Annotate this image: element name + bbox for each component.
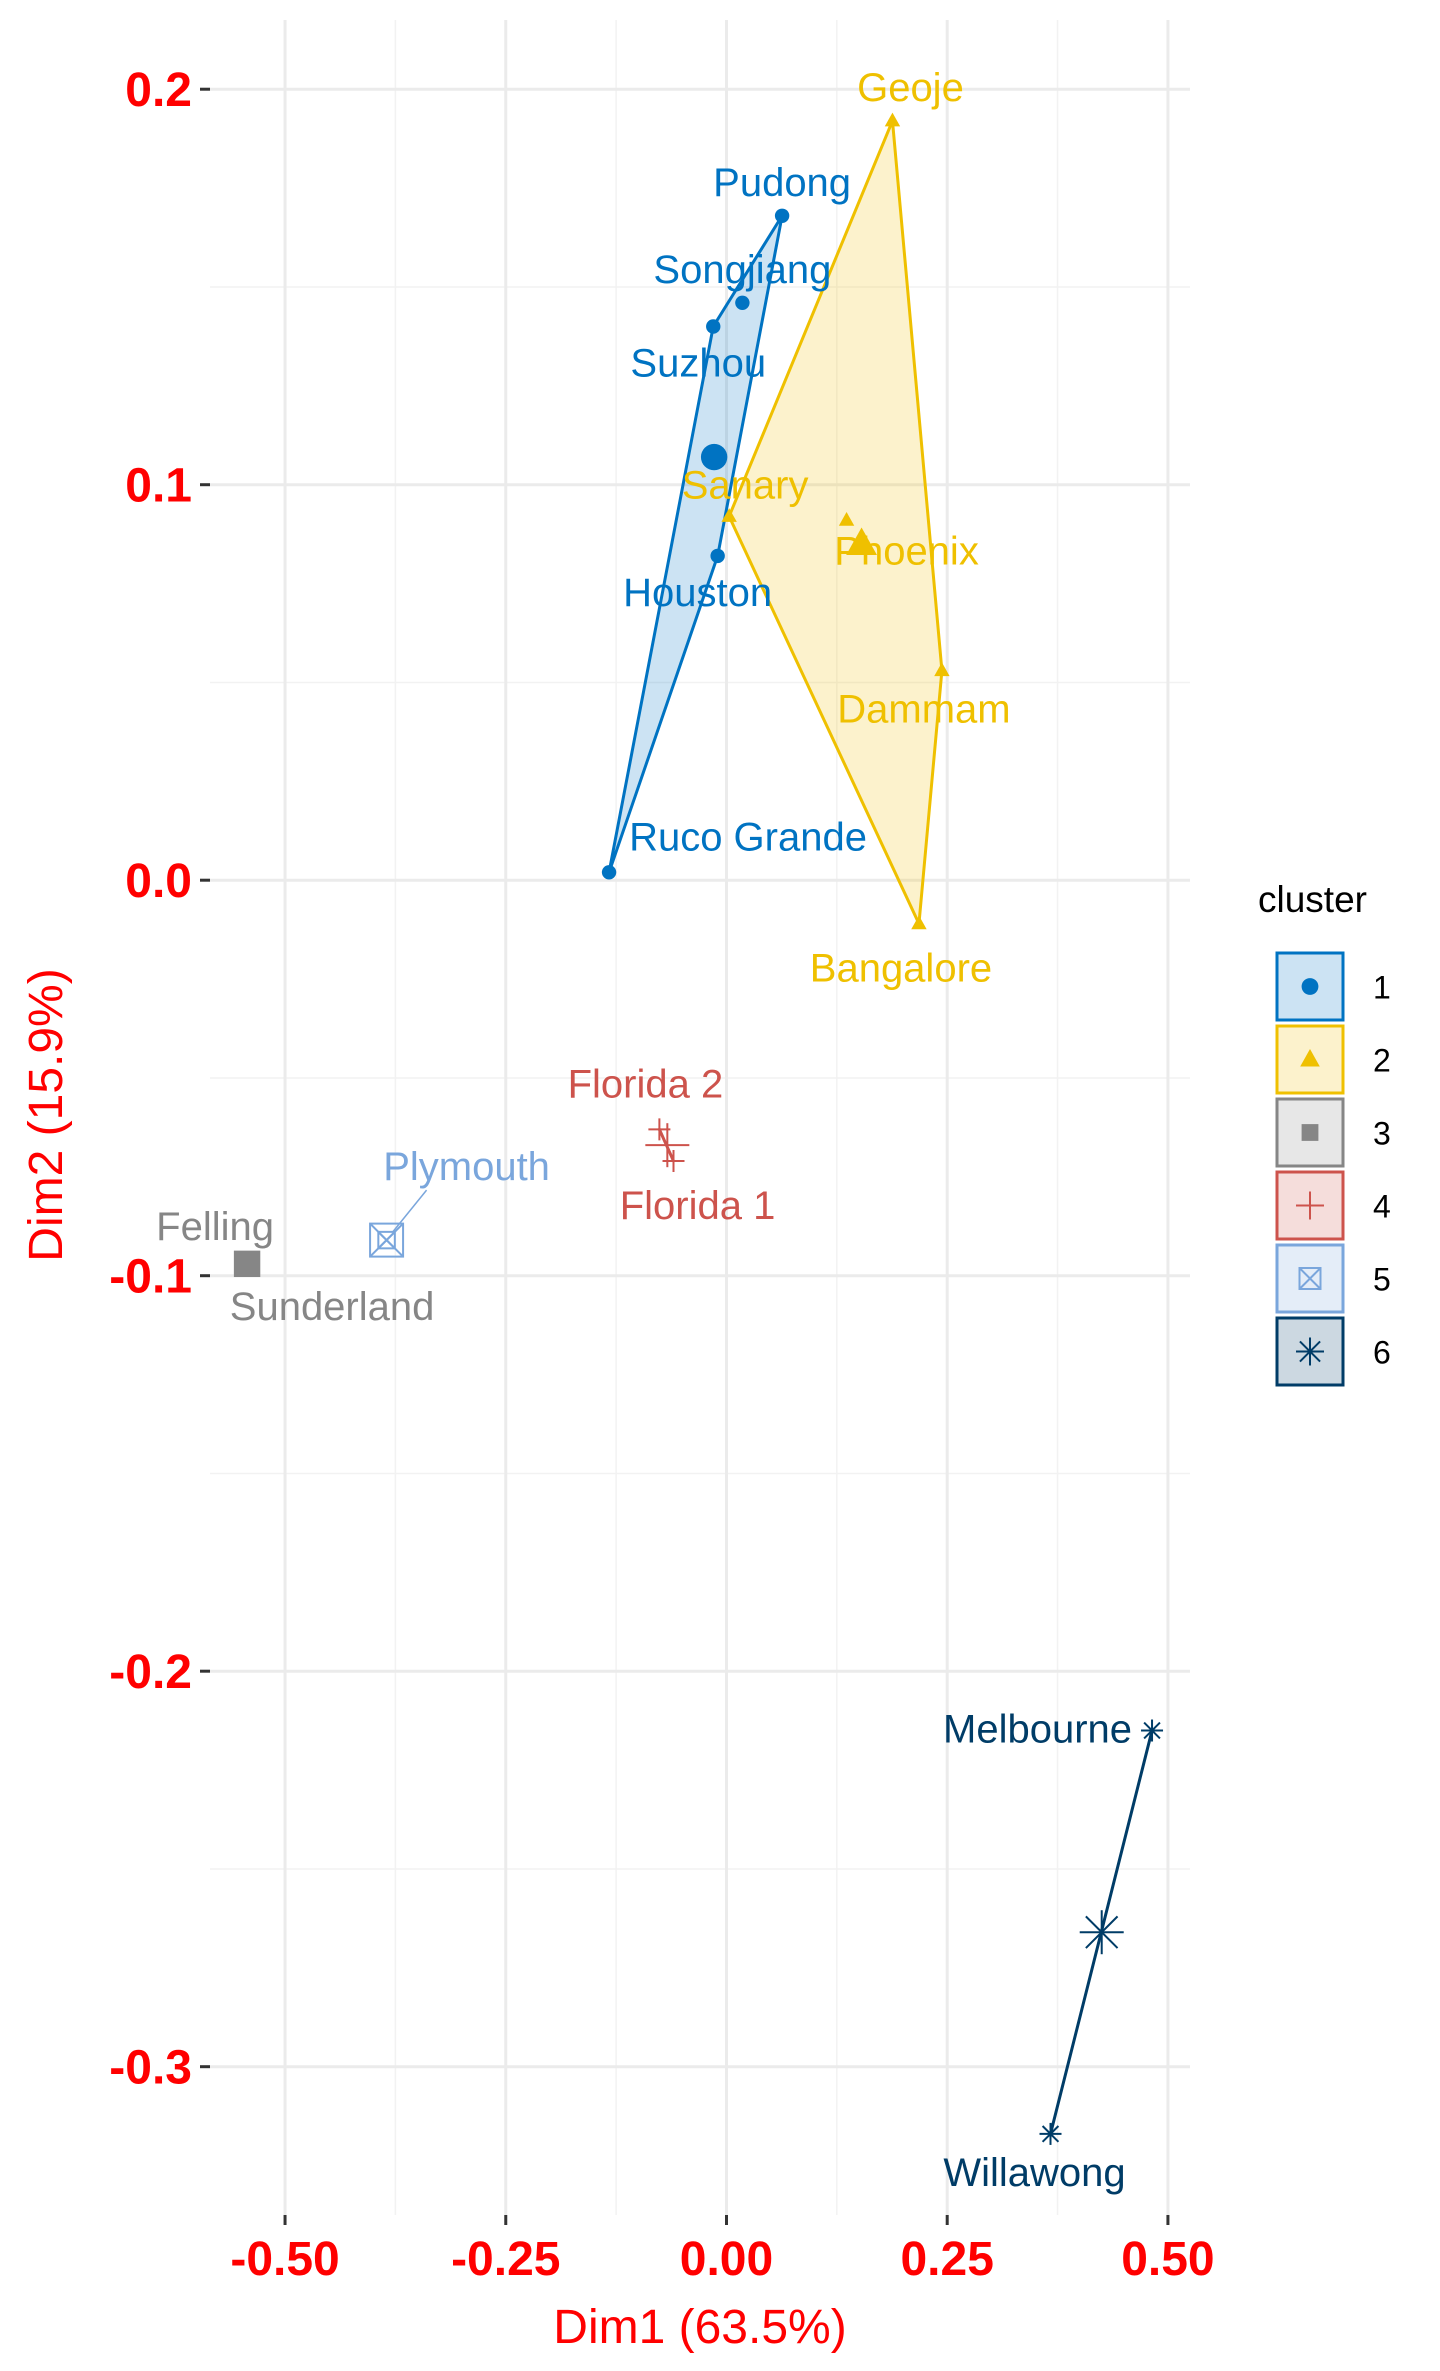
legend-label: 6 <box>1373 1335 1391 1371</box>
point-label: Bangalore <box>810 947 992 991</box>
cluster-2-point <box>934 662 950 677</box>
point-labels: Pudong Songjiang Suzhou Houston Ruco Grande G… <box>156 66 1132 2195</box>
cluster-2-point <box>838 512 855 526</box>
legend: cluster 1 2 3 4 5 6 <box>1258 879 1391 1387</box>
x-tick-label: -0.50 <box>230 2233 339 2286</box>
major-gridlines <box>210 20 1190 2215</box>
legend-label: 2 <box>1373 1043 1391 1079</box>
y-tick-label: -0.1 <box>109 1251 192 1304</box>
axes: -0.50 -0.25 0.00 0.25 0.50 -0.3 -0.2 -0.1 0.0 0.1… <box>109 64 1214 2286</box>
point-label: Dammam <box>837 688 1010 732</box>
cluster-1-centroid <box>700 443 728 471</box>
cluster-6-point <box>1141 1719 1164 1742</box>
cluster-6-point <box>1039 2122 1062 2145</box>
point-label: Houston <box>623 571 772 615</box>
legend-key <box>1275 1024 1345 1095</box>
cluster-2-point <box>911 915 927 930</box>
legend-key-symbol <box>1301 1124 1319 1141</box>
legend-title: cluster <box>1258 879 1367 920</box>
legend-label: 1 <box>1373 970 1391 1006</box>
point-label: Florida 1 <box>620 1184 776 1228</box>
legend-key-symbol <box>1296 1191 1324 1220</box>
cluster-3-centroid <box>233 1250 261 1278</box>
cluster-6-centroid <box>1079 1910 1124 1955</box>
y-tick-label: 0.1 <box>125 460 192 513</box>
y-tick-label: -0.2 <box>109 1646 192 1699</box>
cluster-2-point <box>884 112 901 127</box>
cluster-1-point <box>735 295 750 310</box>
legend-label: 5 <box>1373 1262 1391 1298</box>
legend-key <box>1275 1097 1345 1168</box>
y-axis-title: Dim2 (15.9%) <box>20 968 73 1261</box>
point-label: Geoje <box>857 66 964 110</box>
point-label: Florida 2 <box>568 1062 724 1106</box>
label-leader-line <box>391 1189 428 1233</box>
point-label: Ruco Grande <box>629 815 867 859</box>
legend-key <box>1275 1243 1345 1314</box>
point-label: Sunderland <box>230 1285 435 1329</box>
x-tick-label: 0.25 <box>900 2233 993 2286</box>
legend-key <box>1275 1170 1345 1241</box>
x-axis-title: Dim1 (63.5%) <box>553 2301 846 2354</box>
legend-key-symbol <box>1300 1049 1320 1067</box>
x-tick-label: 0.00 <box>680 2233 773 2286</box>
cluster-2-centroid <box>846 527 877 556</box>
point-label: Phoenix <box>834 529 979 573</box>
point-label: Melbourne <box>943 1708 1132 1752</box>
cluster-1-point <box>601 865 617 880</box>
point-label: Songjiang <box>653 248 831 292</box>
legend-key <box>1275 1316 1345 1387</box>
cluster-2-point <box>721 508 737 522</box>
cluster-centroids <box>233 443 1124 1955</box>
x-tick-label: -0.25 <box>451 2233 560 2286</box>
legend-label: 3 <box>1373 1116 1391 1152</box>
cluster-2-hull <box>727 119 944 926</box>
legend-key-symbol <box>1296 1337 1324 1366</box>
point-label: Suzhou <box>630 342 766 386</box>
legend-key <box>1275 951 1345 1022</box>
legend-key-symbol <box>1301 978 1319 995</box>
y-tick-label: -0.3 <box>109 2042 192 2095</box>
point-label: Sanary <box>682 463 809 507</box>
cluster-1-point <box>710 548 725 564</box>
x-tick-label: 0.50 <box>1121 2233 1214 2286</box>
cluster-4-centroid <box>645 1123 690 1168</box>
cluster-4-point <box>662 1150 685 1173</box>
point-label: Pudong <box>713 161 851 205</box>
legend-key-symbol <box>1298 1267 1322 1290</box>
point-label: Plymouth <box>383 1145 550 1189</box>
legend-label: 4 <box>1373 1189 1391 1225</box>
cluster-hulls <box>607 119 1154 2136</box>
y-tick-label: 0.2 <box>125 64 192 117</box>
cluster-1-point <box>774 208 790 223</box>
y-tick-label: 0.0 <box>125 855 192 908</box>
cluster-1-point <box>706 319 721 334</box>
minor-gridlines <box>210 20 1190 2215</box>
point-label: Willawong <box>943 2151 1125 2195</box>
point-label: Felling <box>156 1205 274 1249</box>
cluster-5-centroid <box>369 1222 405 1258</box>
